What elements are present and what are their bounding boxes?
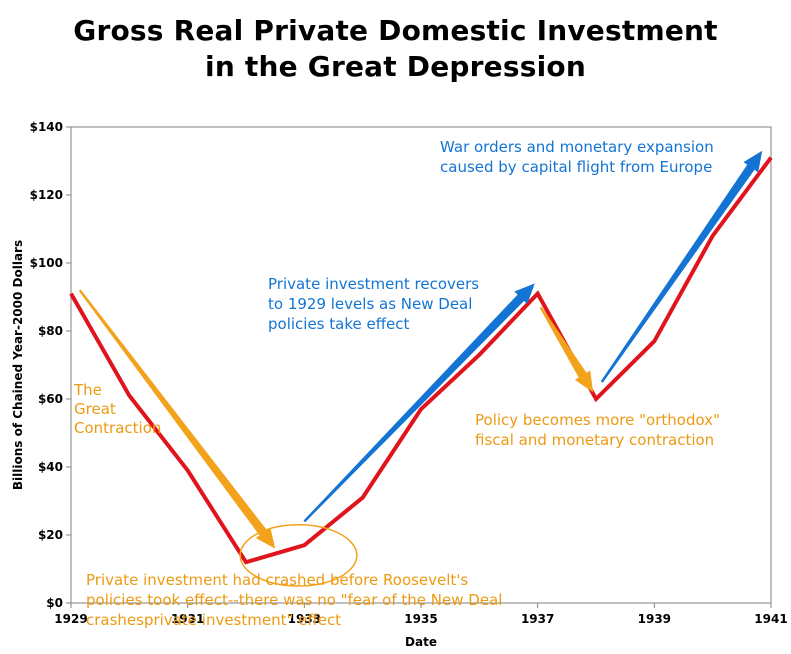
annotation-war-line-2: caused by capital flight from Europe <box>440 158 712 176</box>
x-axis-label: Date <box>405 635 437 649</box>
plot-area <box>70 126 772 604</box>
annotation-crashed: Private investment had crashed before Ro… <box>86 571 502 629</box>
y-tick-label: $60 <box>38 392 63 406</box>
highlight-ellipse <box>239 524 358 587</box>
annotation-crashed-line-3: crashesprivate investment" effect <box>86 611 341 629</box>
annotation-orthodox: Policy becomes more "orthodox" fiscal an… <box>475 411 720 449</box>
y-tick-label: $80 <box>38 324 63 338</box>
y-tick-label: $20 <box>38 528 63 542</box>
annotation-crashed-line-1: Private investment had crashed before Ro… <box>86 571 468 589</box>
blue-arrow <box>303 283 535 523</box>
x-tick-label: 1933 <box>288 612 321 626</box>
y-tick-label: $140 <box>30 120 63 134</box>
annotation-contraction: The Great Contraction <box>73 381 161 437</box>
annotation-recovery-line-3: policies take effect <box>268 315 410 333</box>
y-tick-label: $40 <box>38 460 63 474</box>
annotation-contraction-line-3: Contraction <box>74 419 161 437</box>
orange-arrow <box>539 306 594 393</box>
orange-arrow <box>78 289 276 549</box>
x-tick-label: 1941 <box>754 612 787 626</box>
blue-arrow <box>600 150 763 383</box>
y-tick-label: $100 <box>30 256 63 270</box>
y-tick-label: $120 <box>30 188 63 202</box>
annotation-arrows <box>78 150 763 549</box>
chart-title-line-1: Gross Real Private Domestic Investment <box>73 14 718 47</box>
y-axis: $0 $20 $40 $60 $80 $100 $120 $140 <box>30 120 71 610</box>
x-tick-label: 1937 <box>521 612 554 626</box>
annotation-recovery-line-2: to 1929 levels as New Deal <box>268 295 472 313</box>
y-tick-label: $0 <box>46 596 63 610</box>
annotation-contraction-line-2: Great <box>74 400 116 418</box>
y-axis-label: Billions of Chained Year-2000 Dollars <box>11 240 25 490</box>
x-axis: 1929 1931 1933 1935 1937 1939 1941 <box>54 603 788 626</box>
x-tick-label: 1935 <box>404 612 437 626</box>
annotation-contraction-line-1: The <box>73 381 102 399</box>
annotation-crashed-line-2: policies took effect--there was no "fear… <box>86 591 502 609</box>
annotation-orthodox-line-2: fiscal and monetary contraction <box>475 431 714 449</box>
annotation-orthodox-line-1: Policy becomes more "orthodox" <box>475 411 720 429</box>
annotation-recovery-line-1: Private investment recovers <box>268 275 479 293</box>
series-layer <box>69 156 773 565</box>
annotation-war-line-1: War orders and monetary expansion <box>440 138 714 156</box>
x-tick-label: 1939 <box>638 612 671 626</box>
annotation-war: War orders and monetary expansion caused… <box>440 138 714 176</box>
x-tick-label: 1929 <box>54 612 87 626</box>
chart-title-line-2: in the Great Depression <box>205 50 586 83</box>
annotation-recovery: Private investment recovers to 1929 leve… <box>268 275 479 333</box>
x-tick-label: 1931 <box>171 612 204 626</box>
